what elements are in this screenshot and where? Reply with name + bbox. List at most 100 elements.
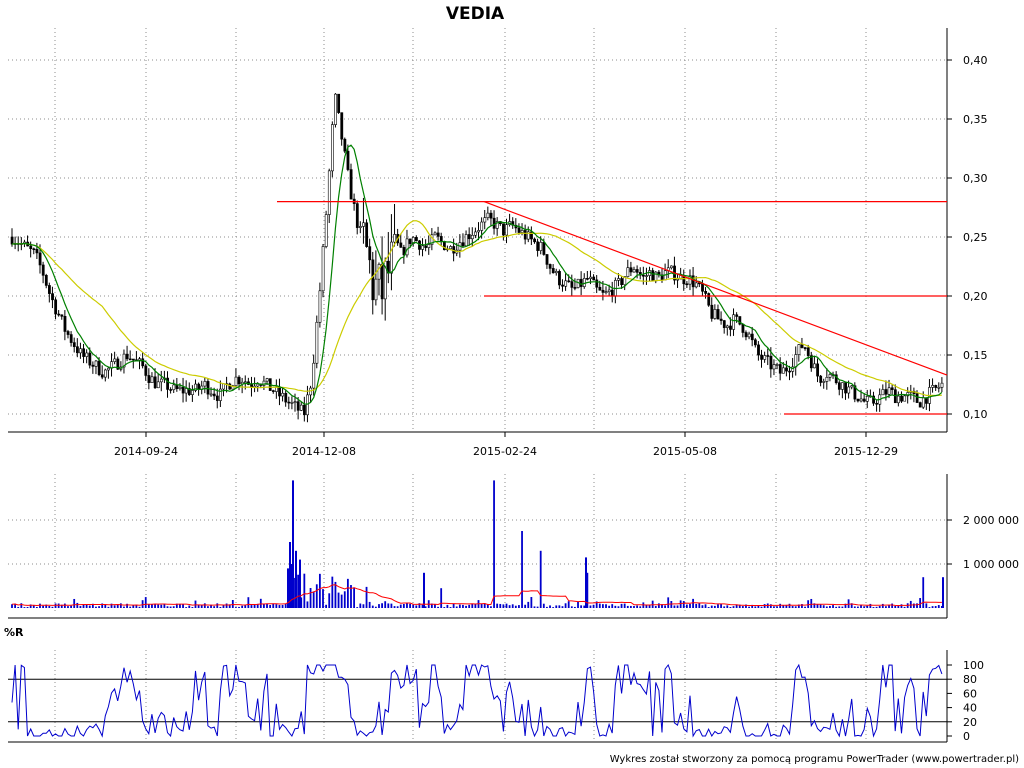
candle-body — [306, 394, 309, 416]
volume-bar — [73, 598, 76, 608]
volume-bar — [676, 605, 679, 608]
volume-bar — [900, 604, 903, 608]
volume-bar — [549, 605, 551, 608]
candle-body — [551, 268, 555, 274]
volume-bar — [620, 603, 623, 608]
volume-bar — [514, 605, 517, 608]
volume-bar — [850, 603, 853, 608]
volume-bar — [35, 606, 38, 608]
volume-bar — [51, 606, 54, 608]
volume-bar — [542, 603, 545, 608]
volume-bar — [147, 604, 150, 608]
volume-bar — [241, 605, 244, 608]
volume-bar — [909, 600, 912, 608]
candle-body — [884, 389, 888, 395]
volume-bar — [791, 606, 794, 608]
candle-body — [296, 401, 300, 411]
volume-bar — [508, 605, 511, 608]
volume-bar — [552, 607, 555, 608]
candle-body — [859, 398, 863, 402]
price-y-tick-label: 0,30 — [963, 172, 988, 185]
volume-bar — [502, 604, 505, 608]
volume-bar — [801, 604, 803, 608]
volume-bar — [754, 606, 757, 608]
volume-bar — [729, 607, 732, 608]
candle-body — [725, 325, 729, 328]
volume-bar — [299, 559, 301, 608]
candle-body — [116, 358, 120, 370]
volume-bar — [300, 597, 303, 608]
candle-body — [620, 278, 624, 286]
volume-bar — [471, 603, 474, 608]
volume-bar — [365, 586, 368, 608]
candle-body — [862, 398, 866, 402]
volume-bar — [745, 604, 747, 608]
candle-body — [492, 217, 496, 229]
candle-body — [903, 395, 907, 402]
volume-bar — [804, 606, 806, 608]
candle-body — [735, 314, 739, 317]
volume-bar — [263, 604, 265, 608]
candle-body — [741, 323, 745, 333]
volume-bar — [79, 606, 82, 608]
volume-bar — [922, 577, 925, 608]
volume-bar — [188, 605, 191, 608]
candle-body — [172, 384, 176, 391]
candle-body — [589, 276, 592, 279]
volume-bar — [853, 606, 856, 608]
candle-body — [694, 282, 698, 288]
candle-body — [778, 364, 782, 374]
candle-body — [97, 360, 101, 376]
volume-bar — [289, 542, 291, 608]
volume-bar — [160, 604, 163, 608]
volume-bar — [312, 591, 315, 608]
volume-bar — [825, 606, 828, 608]
trendline — [483, 201, 948, 376]
volume-bar — [648, 604, 651, 608]
candle-body — [558, 271, 561, 286]
volume-bar — [942, 577, 944, 608]
candle-body — [131, 358, 135, 361]
candle-body — [418, 240, 421, 250]
volume-bar — [123, 606, 125, 608]
candle-body — [377, 264, 381, 280]
volume-bar — [424, 606, 427, 608]
volume-bar — [465, 605, 467, 608]
volume-bars — [11, 480, 944, 608]
candle-body — [561, 284, 564, 287]
candle-body — [629, 267, 633, 273]
volume-bar — [913, 603, 915, 608]
candle-body — [844, 382, 847, 394]
price-y-tick-label: 0,35 — [963, 113, 988, 126]
candle-body — [231, 385, 235, 390]
volume-bar — [505, 603, 508, 608]
wr-y-tick-label: 40 — [963, 702, 977, 715]
candle-body — [359, 226, 362, 228]
volume-bar — [530, 597, 533, 608]
volume-bar — [903, 606, 906, 608]
volume-bar — [483, 603, 486, 608]
candle-body — [10, 236, 14, 245]
volume-bar — [602, 604, 604, 608]
volume-bar — [866, 605, 869, 608]
candle-body — [915, 393, 919, 403]
candle-body — [421, 245, 425, 250]
volume-bar — [937, 605, 940, 608]
candle-body — [582, 278, 586, 287]
volume-bar — [589, 605, 592, 608]
volume-bar — [371, 605, 374, 608]
candle-body — [753, 339, 757, 346]
volume-bar — [238, 606, 240, 608]
volume-bar — [378, 604, 380, 608]
volume-bar — [667, 597, 670, 608]
candle-body — [365, 222, 369, 247]
candle-body — [691, 275, 695, 288]
candle-body — [187, 388, 191, 395]
candle-body — [57, 313, 61, 316]
candle-body — [785, 367, 788, 372]
volume-bar — [132, 605, 135, 608]
volume-bar — [197, 604, 200, 608]
candle-body — [206, 381, 210, 395]
candle-body — [461, 242, 465, 247]
